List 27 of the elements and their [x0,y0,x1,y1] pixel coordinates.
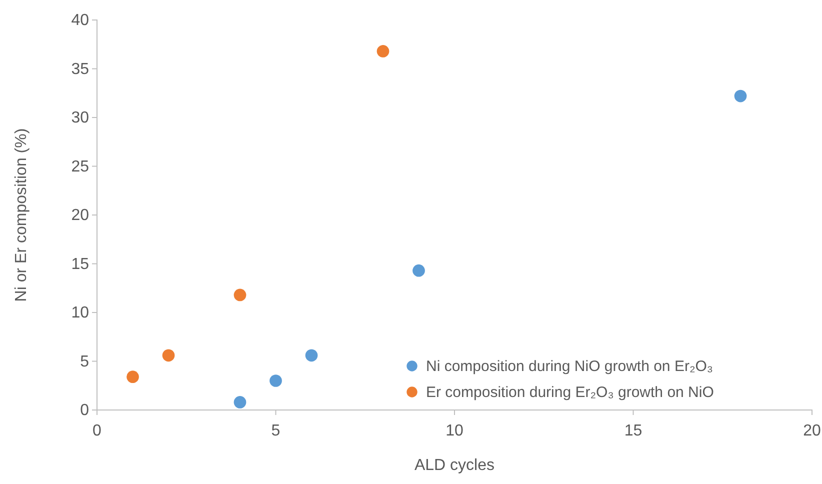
y-tick-label: 20 [71,207,90,224]
y-tick-label: 5 [80,353,90,370]
point [126,370,139,384]
legend-label: Ni composition during NiO growth on Er₂O₃ [426,358,714,375]
point [412,264,425,277]
y-tick-label: 35 [71,60,90,78]
x-axis-title: ALD cycles [414,457,495,474]
point [376,45,390,58]
point [305,349,318,362]
legend-label: Er composition during Er₂O₃ growth on NiO [426,384,714,401]
y-axis-title: Ni or Er composition (%) [13,128,30,302]
x-tick-label: 15 [624,422,642,440]
y-tick-label: 30 [71,110,90,127]
y-tick-label: 0 [80,402,90,420]
point [270,374,282,387]
x-tick-label: 10 [446,422,464,440]
y-tick-label: 25 [71,158,90,176]
y-tick-label: 40 [71,12,90,30]
x-tick-label: 5 [271,422,280,440]
point [162,349,175,362]
point [234,396,246,408]
y-tick-label: 15 [71,256,90,273]
point [234,288,246,302]
point [734,90,747,102]
y-tick-label: 10 [71,304,90,322]
x-tick-label: 0 [92,422,102,440]
x-tick-label: 20 [803,422,821,440]
